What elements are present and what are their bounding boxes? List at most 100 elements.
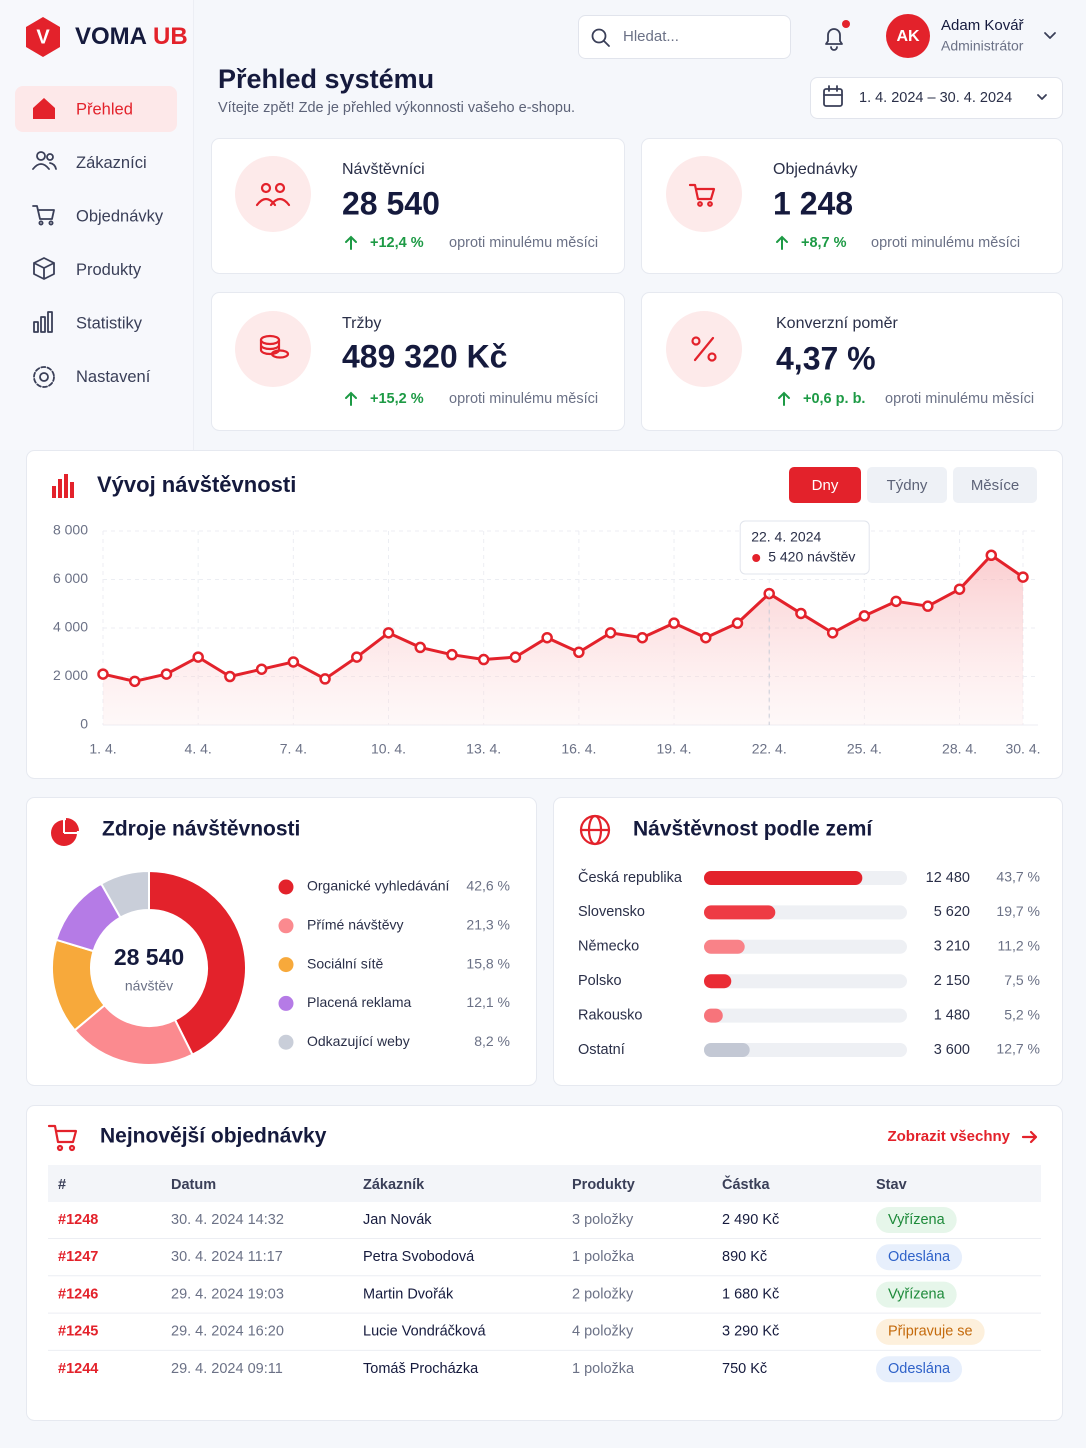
- x-tick-label: 1. 4.: [89, 741, 116, 757]
- period-button[interactable]: [867, 467, 947, 503]
- pie-slice: [148, 869, 247, 1057]
- table-cell: 29. 4. 2024 09:11: [171, 1361, 283, 1377]
- chart-title: Vývoj návštěvnosti: [97, 472, 296, 497]
- table-cell: #1245: [58, 1324, 98, 1340]
- orders-link[interactable]: Zobrazit všechny: [887, 1128, 1010, 1145]
- y-tick-label: 4 000: [53, 619, 88, 635]
- user-name: Adam Kovář: [941, 17, 1025, 34]
- kpi-icon: [691, 336, 717, 362]
- line-point: [700, 631, 712, 644]
- kpi-card: [211, 292, 625, 431]
- legend-dot: [278, 957, 294, 973]
- kpi-label: Tržby: [342, 315, 381, 332]
- line-point: [477, 653, 490, 666]
- table-cell: 2 položky: [572, 1286, 634, 1302]
- bar-track: [704, 1043, 907, 1057]
- value-label: 15,8 %: [466, 955, 510, 971]
- search-box[interactable]: [578, 15, 791, 59]
- x-tick-label: 4. 4.: [185, 741, 212, 757]
- legend-label: Placená reklama: [307, 994, 411, 1010]
- line-point: [414, 641, 426, 654]
- line-point: [985, 549, 998, 561]
- kpi-change: +15,2 %: [370, 391, 424, 407]
- nav-item[interactable]: Objednávky: [76, 207, 164, 225]
- kpi-icon-bg: [235, 156, 311, 232]
- kpi-change: +0,6 p. b.: [803, 391, 865, 407]
- nav-item[interactable]: Zákazníci: [76, 154, 147, 172]
- kpi-label: Návštěvníci: [342, 161, 425, 178]
- legend-dot: [278, 995, 294, 1011]
- page-title: Přehled systému: [218, 64, 434, 94]
- kpi-icon: [255, 182, 291, 207]
- period-button[interactable]: [789, 467, 861, 503]
- user-chevron[interactable]: [1044, 32, 1056, 39]
- kpi-icon-bg: [666, 156, 742, 232]
- bar: [704, 974, 732, 989]
- period-label: Týdny: [887, 477, 928, 494]
- period-button[interactable]: [953, 467, 1037, 503]
- line-point: [128, 675, 141, 688]
- line-point: [636, 631, 649, 644]
- pie-slice: [99, 869, 150, 919]
- share-label: 12,7 %: [996, 1041, 1040, 1057]
- y-tick-label: 6 000: [53, 570, 88, 586]
- logo-accent: UB: [153, 23, 188, 50]
- search-icon: [591, 28, 610, 47]
- value-label: 2 150: [934, 973, 970, 989]
- status-pill: [876, 1207, 957, 1233]
- legend-dot: [278, 1034, 294, 1050]
- kpi-note: oproti minulému měsíci: [885, 391, 1034, 407]
- nav-item[interactable]: Statistiky: [76, 314, 143, 332]
- avatar[interactable]: [886, 14, 930, 58]
- table-cell: #1248: [58, 1212, 98, 1228]
- logo-name: VOMA: [75, 23, 147, 50]
- chart-icon: [52, 474, 74, 498]
- kpi-change: +8,7 %: [801, 235, 847, 251]
- status-label: Vyřízena: [888, 1212, 946, 1228]
- legend-label: Sociální sítě: [307, 955, 383, 971]
- kpi-note: oproti minulému měsíci: [871, 235, 1020, 251]
- bar-track: [704, 1008, 907, 1023]
- table-cell: Martin Dvořák: [363, 1286, 454, 1302]
- pie-card: [26, 797, 537, 1086]
- table-cell: 1 680 Kč: [722, 1286, 779, 1302]
- date-range: 1. 4. 2024 – 30. 4. 2024: [859, 90, 1012, 106]
- bar-label: Česká republika: [578, 869, 683, 886]
- bar: [704, 1043, 750, 1057]
- x-tick-label: 22. 4.: [752, 741, 787, 757]
- date-picker[interactable]: [810, 77, 1063, 119]
- kpi-note: oproti minulému měsíci: [449, 235, 598, 251]
- x-tick-label: 30. 4.: [1005, 741, 1040, 757]
- tooltip-date: 22. 4. 2024: [751, 529, 821, 545]
- share-label: 19,7 %: [996, 903, 1040, 919]
- orders-title: Nejnovější objednávky: [100, 1125, 327, 1148]
- bell-icon[interactable]: [825, 20, 850, 51]
- table-cell: 890 Kč: [722, 1249, 767, 1265]
- period-label: Dny: [812, 477, 839, 494]
- chart-title: Zdroje návštěvnosti: [102, 818, 300, 841]
- value-label: 12 480: [926, 870, 970, 886]
- tooltip-value: 5 420 návštěv: [768, 549, 855, 565]
- value-label: 3 600: [934, 1042, 970, 1058]
- table-cell: 30. 4. 2024 14:32: [171, 1212, 284, 1228]
- value-label: 12,1 %: [466, 994, 510, 1010]
- line-point: [255, 663, 268, 675]
- nav-item[interactable]: Produkty: [76, 261, 142, 279]
- table-cell: Tomáš Procházka: [363, 1361, 479, 1377]
- link-arrow[interactable]: [1021, 1130, 1038, 1144]
- bar-label: Rakousko: [578, 1007, 642, 1023]
- nav-item[interactable]: Přehled: [76, 100, 133, 118]
- status-label: Odeslána: [888, 1249, 951, 1265]
- value-label: 3 210: [934, 939, 970, 955]
- calendar-icon: [823, 85, 843, 107]
- kpi-arrow: [778, 391, 790, 406]
- line-point: [953, 583, 966, 595]
- logo-icon: [26, 17, 60, 57]
- table-cell: 750 Kč: [722, 1361, 767, 1377]
- nav-item[interactable]: Nastavení: [76, 368, 151, 386]
- line-point: [858, 610, 871, 622]
- kpi-arrow: [776, 235, 788, 250]
- legend-label: Organické vyhledávání: [307, 878, 450, 894]
- table-cell: Petra Svobodová: [363, 1249, 475, 1265]
